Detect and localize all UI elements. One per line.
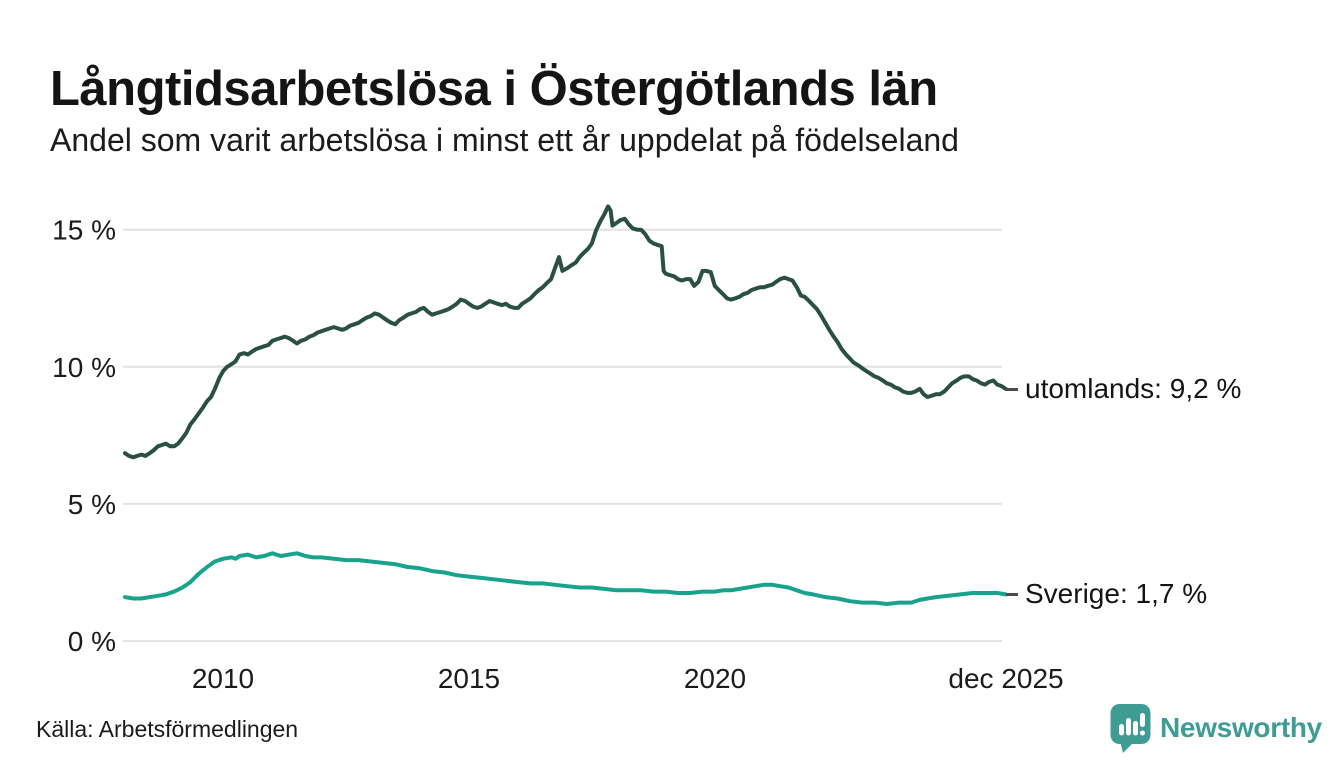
sverige-line — [123, 551, 1008, 606]
chart-subtitle: Andel som varit arbetslösa i minst ett å… — [50, 122, 959, 158]
leader-dash — [1006, 592, 1018, 596]
gridlines — [123, 228, 1002, 642]
y-axis: 15 % 10 % 5 % 0 % — [52, 215, 116, 657]
leader-dash — [1006, 387, 1018, 391]
newsworthy-logo: Newsworthy — [1110, 703, 1322, 753]
x-axis: 2010 2015 2020 dec 2025 — [192, 663, 1064, 694]
y-tick-label: 0 % — [68, 626, 116, 657]
chart-title: Långtidsarbetslösa i Östergötlands län — [50, 61, 938, 116]
series-label-utomlands: utomlands: 9,2 % — [1006, 372, 1241, 406]
newsworthy-wordmark: Newsworthy — [1160, 712, 1322, 743]
x-tick-label: 2015 — [438, 663, 500, 694]
x-tick-label: 2020 — [684, 663, 746, 694]
series-label-text: utomlands: 9,2 % — [1025, 373, 1242, 404]
series-label-sverige: Sverige: 1,7 % — [1006, 577, 1207, 611]
x-tick-label: dec 2025 — [948, 663, 1063, 694]
newsworthy-bubble-chart-icon — [1110, 704, 1151, 753]
x-tick-label: 2010 — [192, 663, 254, 694]
source-note: Källa: Arbetsförmedlingen — [36, 716, 299, 742]
y-tick-label: 10 % — [52, 352, 116, 383]
y-tick-label: 15 % — [52, 215, 116, 246]
series-label-text: Sverige: 1,7 % — [1025, 578, 1208, 609]
utomlands-line — [123, 204, 1008, 460]
y-tick-label: 5 % — [68, 489, 116, 520]
